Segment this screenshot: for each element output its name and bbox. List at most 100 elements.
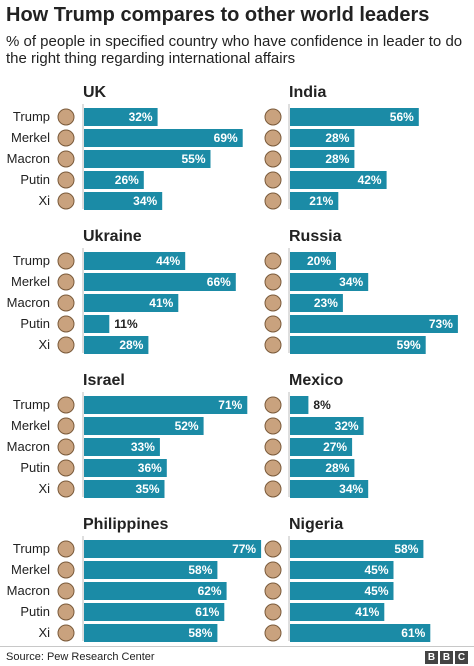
bar — [84, 315, 110, 333]
leader-portrait-icon — [57, 417, 75, 435]
leader-portrait-icon — [264, 603, 282, 621]
leader-portrait-icon — [57, 438, 75, 456]
leader-label: Merkel — [11, 418, 50, 433]
panel-title: Mexico — [289, 372, 343, 389]
bar-value-label: 21% — [309, 194, 333, 208]
bar — [290, 438, 353, 456]
bar-value-label: 32% — [129, 110, 153, 124]
bar — [84, 273, 236, 291]
bar-value-label: 28% — [325, 152, 349, 166]
bar-value-label: 28% — [325, 131, 349, 145]
panel-title: Philippines — [83, 516, 168, 533]
bar — [84, 129, 243, 147]
leader-label: Macron — [7, 151, 50, 166]
bar — [290, 459, 355, 477]
leader-label: Macron — [7, 439, 50, 454]
leader-portrait-icon — [57, 252, 75, 270]
leader-portrait-icon — [57, 561, 75, 579]
leader-portrait-icon — [264, 459, 282, 477]
bar-value-label: 34% — [339, 275, 363, 289]
bar — [84, 336, 149, 354]
leader-portrait-icon — [264, 171, 282, 189]
leader-label: Merkel — [11, 274, 50, 289]
bar-value-label: 58% — [188, 563, 212, 577]
bar-value-label: 45% — [364, 584, 388, 598]
leader-portrait-icon — [57, 129, 75, 147]
bar-value-label: 59% — [397, 338, 421, 352]
source-note: Source: Pew Research Center — [6, 651, 155, 663]
bar-value-label: 34% — [339, 482, 363, 496]
leader-portrait-icon — [57, 315, 75, 333]
bar — [290, 252, 336, 270]
bar — [84, 624, 218, 642]
bar — [84, 171, 144, 189]
bar — [84, 582, 227, 600]
bar-value-label: 28% — [325, 461, 349, 475]
panel-title: India — [289, 84, 326, 101]
leader-portrait-icon — [57, 480, 75, 498]
bar — [290, 315, 458, 333]
bar — [290, 603, 385, 621]
leader-portrait-icon — [264, 561, 282, 579]
leader-label: Macron — [7, 583, 50, 598]
bar — [84, 459, 167, 477]
bbc-logo-block: B — [425, 651, 438, 664]
bar-value-label: 44% — [156, 254, 180, 268]
leader-portrait-icon — [264, 150, 282, 168]
leader-portrait-icon — [57, 171, 75, 189]
panel-title: UK — [83, 84, 107, 101]
leader-portrait-icon — [57, 273, 75, 291]
bar — [290, 192, 339, 210]
bar — [84, 438, 160, 456]
leader-label: Trump — [13, 397, 50, 412]
bar — [290, 480, 369, 498]
bar — [290, 336, 426, 354]
bar — [84, 150, 211, 168]
bar-value-label: 11% — [114, 317, 138, 331]
leader-label: Xi — [38, 481, 50, 496]
bar — [290, 561, 394, 579]
bar-value-label: 35% — [135, 482, 159, 496]
bar-value-label: 45% — [364, 563, 388, 577]
panel-title: Nigeria — [289, 516, 343, 533]
chart-title: How Trump compares to other world leader… — [6, 4, 430, 26]
bar — [84, 396, 248, 414]
leader-portrait-icon — [57, 108, 75, 126]
leader-portrait-icon — [57, 336, 75, 354]
bbc-logo-block: C — [455, 651, 468, 664]
bar-value-label: 52% — [175, 419, 199, 433]
bar-value-label: 61% — [195, 605, 219, 619]
bar-value-label: 33% — [131, 440, 155, 454]
bar — [290, 129, 355, 147]
bar — [84, 480, 165, 498]
bar-value-label: 8% — [313, 398, 331, 412]
leader-label: Putin — [20, 172, 50, 187]
bar — [84, 192, 163, 210]
leader-label: Trump — [13, 109, 50, 124]
leader-portrait-icon — [264, 273, 282, 291]
bar — [84, 108, 158, 126]
leader-portrait-icon — [264, 540, 282, 558]
leader-portrait-icon — [57, 624, 75, 642]
leader-portrait-icon — [264, 396, 282, 414]
leader-label: Xi — [38, 193, 50, 208]
bar-value-label: 28% — [119, 338, 143, 352]
bar-value-label: 20% — [307, 254, 331, 268]
leader-portrait-icon — [264, 252, 282, 270]
bar-value-label: 73% — [429, 317, 453, 331]
leader-label: Trump — [13, 253, 50, 268]
footer-divider — [0, 646, 474, 647]
bar-value-label: 62% — [198, 584, 222, 598]
leader-label: Xi — [38, 337, 50, 352]
bar — [290, 396, 309, 414]
leader-label: Putin — [20, 316, 50, 331]
bar — [84, 603, 225, 621]
leader-portrait-icon — [264, 192, 282, 210]
leader-portrait-icon — [57, 150, 75, 168]
bar-value-label: 41% — [355, 605, 379, 619]
bar-value-label: 32% — [335, 419, 359, 433]
leader-portrait-icon — [264, 417, 282, 435]
bar — [290, 624, 431, 642]
bar — [84, 417, 204, 435]
